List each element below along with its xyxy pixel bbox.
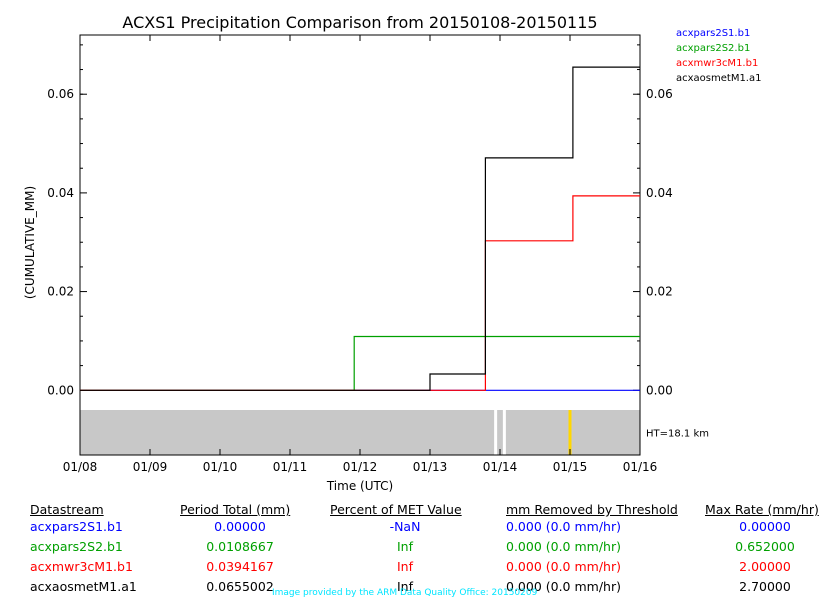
table-cell: 0.00000 xyxy=(214,519,266,534)
table-row-datastream: acxaosmetM1.a1 xyxy=(30,579,137,594)
table-cell: 0.0655002 xyxy=(206,579,274,594)
image-credit: Image provided by the ARM Data Quality O… xyxy=(272,588,538,598)
table-cell: 0.0394167 xyxy=(206,559,274,574)
y-tick-label-right: 0.06 xyxy=(646,87,673,101)
axis-ticks: 0.00 0.00 0.02 0.02 0.04 0.04 0.06 0.06 01/08 01/… xyxy=(47,35,673,474)
table-cell: 0.000 (0.0 mm/hr) xyxy=(506,579,621,594)
qc-strip-background xyxy=(80,410,640,455)
legend-entry: acxpars2S1.b1 xyxy=(676,28,750,39)
y-tick-label-left: 0.00 xyxy=(47,383,74,397)
summary-table: Datastream Period Total (mm) Percent of ME… xyxy=(0,502,840,600)
y-tick-label-left: 0.06 xyxy=(47,87,74,101)
table-cell: 0.0108667 xyxy=(206,539,274,554)
legend-entry: acxmwr3cM1.b1 xyxy=(676,58,758,69)
y-tick-label-right: 0.00 xyxy=(646,383,673,397)
table-cell: 2.70000 xyxy=(739,579,791,594)
qc-strip-label: HT=18.1 km xyxy=(646,429,709,440)
plot-frame xyxy=(79,34,641,456)
table-header: Datastream xyxy=(30,502,104,517)
x-tick-label: 01/10 xyxy=(203,460,238,474)
x-tick-label: 01/16 xyxy=(623,460,658,474)
legend: acxpars2S1.b1 acxpars2S2.b1 acxmwr3cM1.b1 a… xyxy=(676,28,761,84)
series-line-acxmwr3cM1-b1 xyxy=(80,195,640,391)
table-row-datastream: acxpars2S2.b1 xyxy=(30,539,123,554)
series-line-acxaosmetM1-a1 xyxy=(80,66,640,391)
x-tick-label: 01/11 xyxy=(273,460,308,474)
series-lines xyxy=(80,66,640,391)
series-line-acxpars2S2-b1 xyxy=(80,335,640,391)
x-tick-label: 01/14 xyxy=(483,460,518,474)
table-cell: -NaN xyxy=(389,519,421,534)
qc-mark-0 xyxy=(494,410,498,455)
table-row-datastream: acxpars2S1.b1 xyxy=(30,519,123,534)
x-axis-label: Time (UTC) xyxy=(326,479,393,493)
legend-entry: acxpars2S2.b1 xyxy=(676,43,750,54)
qc-strip: HT=18.1 km xyxy=(80,410,709,455)
table-header: Period Total (mm) xyxy=(180,502,291,517)
x-tick-label: 01/15 xyxy=(553,460,588,474)
y-axis-label: (CUMULATIVE_MM) xyxy=(23,186,37,299)
table-cell: 0.000 (0.0 mm/hr) xyxy=(506,519,621,534)
legend-entry: acxaosmetM1.a1 xyxy=(676,73,761,84)
table-cell: Inf xyxy=(396,559,413,574)
x-tick-label: 01/12 xyxy=(343,460,378,474)
table-header: mm Removed by Threshold xyxy=(506,502,678,517)
table-cell: Inf xyxy=(396,579,413,594)
table-cell: 0.000 (0.0 mm/hr) xyxy=(506,539,621,554)
y-tick-label-right: 0.02 xyxy=(646,285,673,299)
x-tick-label: 01/08 xyxy=(63,460,98,474)
qc-mark-2 xyxy=(568,410,572,455)
y-tick-label-left: 0.04 xyxy=(47,186,74,200)
y-tick-label-left: 0.02 xyxy=(47,285,74,299)
table-cell: 2.00000 xyxy=(739,559,791,574)
x-tick-label: 01/09 xyxy=(133,460,168,474)
table-cell: Inf xyxy=(396,539,413,554)
table-cell: 0.000 (0.0 mm/hr) xyxy=(506,559,621,574)
table-cell: 0.652000 xyxy=(735,539,795,554)
precipitation-chart: ACXS1 Precipitation Comparison from 2015… xyxy=(23,13,761,493)
table-cell: 0.00000 xyxy=(739,519,791,534)
qc-mark-1 xyxy=(502,410,506,455)
chart-title: ACXS1 Precipitation Comparison from 2015… xyxy=(122,13,597,32)
table-header: Percent of MET Value xyxy=(330,502,462,517)
x-tick-label: 01/13 xyxy=(413,460,448,474)
table-row-datastream: acxmwr3cM1.b1 xyxy=(30,559,133,574)
y-tick-label-right: 0.04 xyxy=(646,186,673,200)
table-header: Max Rate (mm/hr) xyxy=(705,502,819,517)
